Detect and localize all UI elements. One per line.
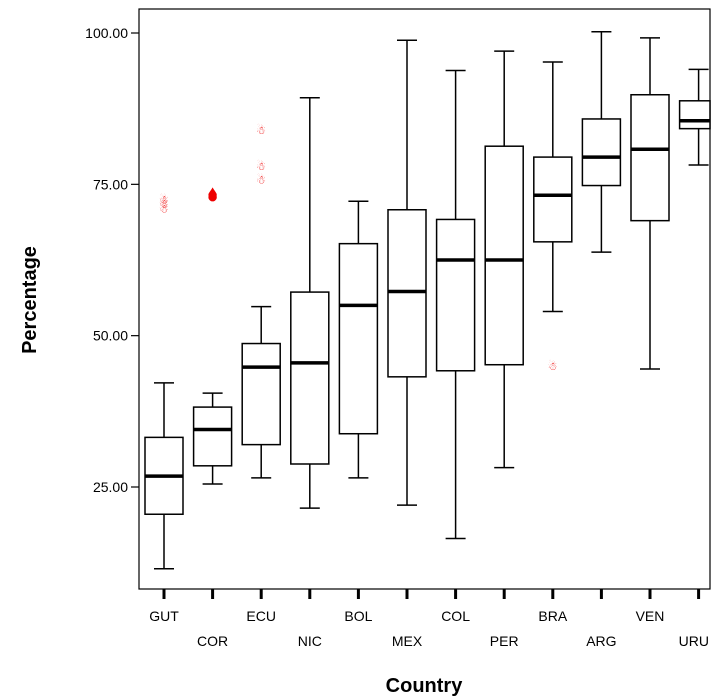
iqr-box (581, 118, 622, 187)
x-tick-label: BOL (344, 608, 372, 624)
x-tick-label: GUT (149, 608, 179, 624)
box-cor (192, 187, 233, 485)
iqr-box (290, 291, 330, 465)
box-ecu: ☃☃☃ (241, 124, 281, 479)
x-tick-label: BRA (538, 608, 567, 624)
x-axis-title: Country (386, 675, 464, 697)
x-tick-label: COR (197, 633, 228, 649)
y-tick-label: 25.00 (93, 479, 128, 495)
box-col (435, 69, 476, 540)
x-tick-label: ECU (246, 608, 276, 624)
extreme-point (208, 187, 217, 202)
outlier-point: ☃ (256, 160, 266, 173)
iqr-box (630, 93, 670, 222)
x-axis: GUT COR ECU NIC BOL MEX COL PER BRA ARG VEN URU (149, 589, 709, 649)
iqr-box (241, 342, 281, 446)
outlier-point: ☃ (548, 360, 558, 373)
outlier-point: ☃ (159, 203, 169, 216)
box-ven (630, 37, 670, 370)
x-tick-label: VEN (636, 608, 665, 624)
x-tick-label: NIC (298, 633, 322, 649)
boxes-layer: ☃☃☃☃☃☃☃ (144, 31, 711, 570)
box-nic (290, 97, 330, 509)
outlier-point: ☃ (256, 124, 266, 137)
x-tick-label: COL (441, 608, 470, 624)
box-bol (338, 200, 379, 479)
box-uru (678, 68, 711, 166)
iqr-box (387, 209, 427, 378)
iqr-box (192, 406, 233, 467)
box-gut: ☃☃☃ (144, 193, 184, 570)
iqr-box (533, 156, 573, 243)
y-axis: 25.00 50.00 75.00 100.00 (85, 25, 139, 495)
y-tick-label: 100.00 (85, 25, 128, 41)
box-bra: ☃ (533, 61, 573, 373)
x-tick-label: ARG (586, 633, 616, 649)
iqr-box (678, 100, 711, 130)
outlier-point: ☃ (159, 193, 169, 206)
x-tick-label: MEX (392, 633, 423, 649)
box-mex (387, 39, 427, 506)
x-tick-label: URU (679, 633, 709, 649)
box-per (484, 50, 524, 469)
outlier-point: ☃ (159, 198, 169, 211)
y-axis-title: Percentage (19, 246, 41, 354)
y-tick-label: 50.00 (93, 328, 128, 344)
plot-frame (138, 8, 711, 590)
iqr-box (338, 242, 379, 435)
iqr-box (484, 145, 524, 366)
outlier-point: ☃ (256, 173, 266, 186)
iqr-box (435, 218, 476, 372)
y-tick-label: 75.00 (93, 176, 128, 192)
x-tick-label: PER (490, 633, 519, 649)
box-arg (581, 31, 622, 253)
